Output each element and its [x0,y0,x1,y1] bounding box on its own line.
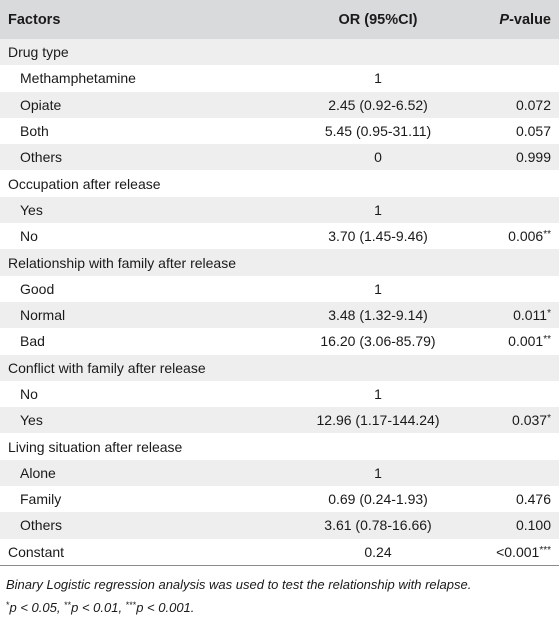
p-value-cell: 0.476 [466,491,559,507]
significance-stars: * [547,413,551,425]
or-cell: 1 [374,280,382,297]
table-group-row: Constant 0.24 <0.001*** [0,539,559,565]
table-group-row: Drug type [0,39,559,66]
p-value-cell: 0.072 [466,97,559,113]
factor-cell: No [20,386,38,402]
or-cell: 12.96 (1.17-144.24) [316,412,440,429]
table-row: Alone 1 [0,459,559,487]
header-factors: Factors [8,11,61,28]
p-value-cell: 0.057 [466,123,559,139]
footnote-line-2: *p < 0.05, **p < 0.01, ***p < 0.001. [6,595,551,618]
or-cell: 5.45 (0.95-31.11) [324,123,432,140]
p-value-cell: 0.011* [466,307,559,323]
p-value-cell: 0.001** [466,333,559,349]
footnote-asterisk: *** [125,599,137,610]
table-body: Drug type Methamphetamine 1 Opiate 2.45 (0.9… [0,39,559,565]
table-group-row: Relationship with family after release [0,249,559,276]
significance-stars: ** [543,229,551,241]
p-value-text: 0.100 [515,517,551,534]
header-p-value: P-value [466,12,559,28]
or-cell: 0.69 (0.24-1.93) [328,491,428,508]
or-cell: 3.48 (1.32-9.14) [328,307,428,324]
or-cell: 3.70 (1.45-9.46) [328,228,428,245]
table-group-row: Occupation after release [0,170,559,196]
p-value-text: 0.037 [512,412,548,429]
factor-cell: Good [20,280,55,297]
p-value-text: 0.999 [515,149,551,166]
or-cell: 1 [374,464,382,481]
or-cell: 0.24 [364,543,392,560]
p-value-text: 0.057 [515,123,551,140]
or-cell: 3.61 (0.78-16.66) [324,517,432,534]
factor-cell: Conflict with family after release [8,359,206,376]
significance-stars: * [547,308,551,320]
header-or: OR (95%CI) [338,11,418,28]
factor-cell: No [20,228,38,245]
table-row: No 3.70 (1.45-9.46) 0.006** [0,223,559,249]
footnote-p2: p < 0.01, [71,599,126,615]
p-value-text: 0.072 [515,96,551,113]
table-row: No 1 [0,381,559,407]
table-group-row: Living situation after release [0,433,559,459]
factor-cell: Yes [20,412,43,429]
factor-cell: Others [20,517,63,534]
factor-cell: Opiate [20,96,62,113]
factor-cell: Normal [20,307,66,324]
factor-cell: Methamphetamine [20,70,136,87]
p-value-cell: 0.100 [466,517,559,533]
table-row: Methamphetamine 1 [0,65,559,91]
header-p-suffix: -value [509,11,551,28]
footnote-asterisk: ** [64,599,72,610]
factor-cell: Constant [8,543,65,560]
table-row: Opiate 2.45 (0.92-6.52) 0.072 [0,91,559,118]
p-value-text: 0.006 [508,228,544,245]
or-cell: 1 [374,70,382,87]
table-row: Both 5.45 (0.95-31.11) 0.057 [0,118,559,144]
significance-stars: ** [543,334,551,346]
table-row: Family 0.69 (0.24-1.93) 0.476 [0,486,559,512]
p-value-text: 0.476 [515,491,551,508]
p-value-cell: 0.037* [466,412,559,428]
or-cell: 16.20 (3.06-85.79) [320,333,436,350]
factor-cell: Yes [20,201,43,218]
table-row: Yes 12.96 (1.17-144.24) 0.037* [0,407,559,434]
table-header: Factors OR (95%CI) P-value [0,0,559,39]
p-value-cell: <0.001*** [466,544,559,560]
table-row: Others 0 0.999 [0,144,559,171]
header-p-letter: P [499,11,510,28]
or-cell: 1 [374,201,382,218]
table-group-row: Conflict with family after release [0,354,559,381]
or-cell: 2.45 (0.92-6.52) [328,96,428,113]
factor-cell: Occupation after release [8,175,161,192]
table-row: Good 1 [0,276,559,302]
regression-table: Factors OR (95%CI) P-value Drug type Meth… [0,0,559,618]
or-cell: 1 [374,386,382,402]
factor-cell: Alone [20,464,56,481]
p-value-text: 0.011 [513,307,548,324]
table-row: Others 3.61 (0.78-16.66) 0.100 [0,512,559,539]
factor-cell: Bad [20,333,45,350]
footnote-line-1: Binary Logistic regression analysis was … [6,576,472,592]
significance-stars: *** [539,544,551,556]
p-value-text: 0.001 [508,333,544,350]
p-value-cell: 0.999 [466,149,559,165]
footnote-p1: p < 0.05, [9,599,65,615]
factor-cell: Both [20,123,49,140]
factor-cell: Family [20,491,62,508]
factor-cell: Others [20,149,63,166]
or-cell: 0 [374,149,382,166]
table-row: Yes 1 [0,196,559,224]
table-footnote: Binary Logistic regression analysis was … [0,566,559,618]
p-value-text: <0.001 [496,543,540,560]
factor-cell: Drug type [8,44,69,61]
footnote-asterisk: * [6,599,10,610]
table-row: Bad 16.20 (3.06-85.79) 0.001** [0,328,559,354]
bottom-rule [0,564,559,566]
factor-cell: Living situation after release [8,438,183,455]
p-value-cell: 0.006** [466,228,559,244]
factor-cell: Relationship with family after release [8,254,236,271]
footnote-p3: p < 0.001. [136,599,195,615]
table-row: Normal 3.48 (1.32-9.14) 0.011* [0,301,559,329]
